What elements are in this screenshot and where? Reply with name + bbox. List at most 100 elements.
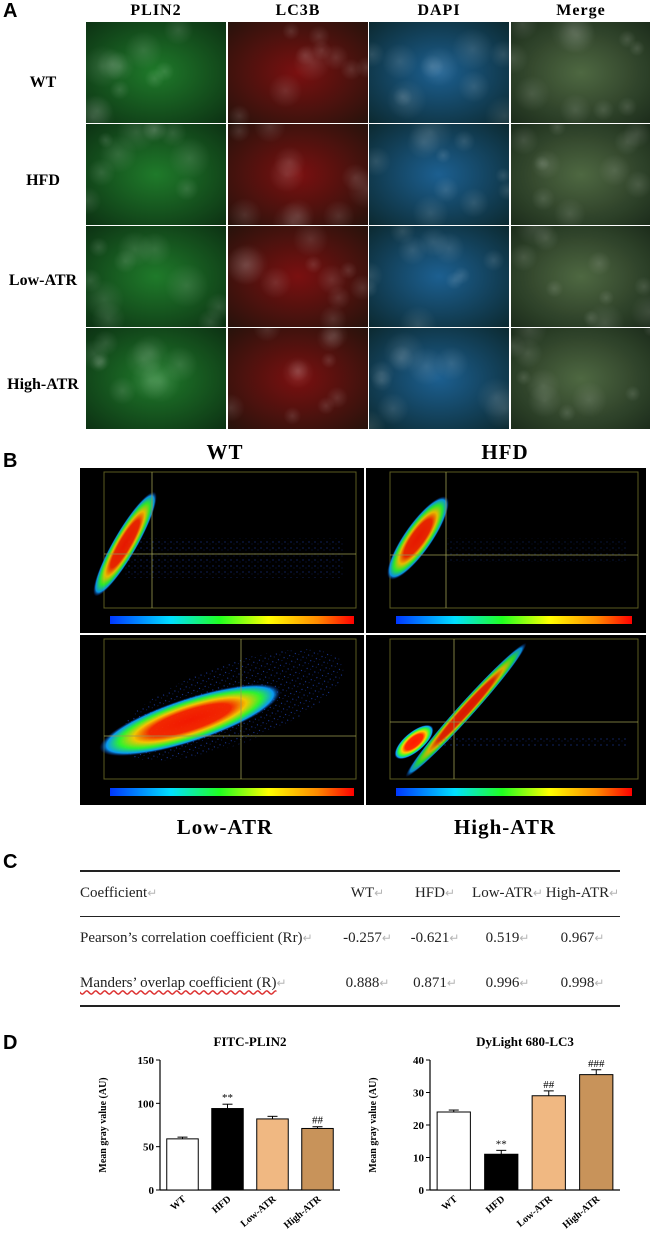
micrograph-wt-plin2: [86, 22, 226, 123]
scatter-panel-wt: [80, 468, 364, 633]
y-tick-label: 40: [413, 1055, 425, 1067]
micrograph-high-atr-dapi: [369, 328, 509, 429]
panel-label-a: A: [3, 0, 18, 22]
return-mark: ↵: [449, 931, 460, 946]
y-axis-label: Mean gray value (AU): [368, 1077, 379, 1172]
x-tick-label: High-ATR: [561, 1193, 603, 1231]
panel-label-c: C: [3, 851, 18, 873]
scatter-title-wt: WT: [206, 440, 244, 464]
x-tick-label: HFD: [210, 1194, 233, 1216]
row-label-manders: Manders’ overlap coefficient (R): [80, 974, 277, 991]
chart-title: DyLight 680-LC3: [476, 1034, 574, 1049]
x-tick-label: High-ATR: [282, 1193, 324, 1231]
y-axis-label: Mean gray value (AU): [98, 1077, 109, 1172]
column-header-lc3b: LC3B: [275, 2, 321, 19]
coefficient-table: Coefficient↵ WT↵ HFD↵ Low-ATR↵ High-ATR↵…: [80, 870, 620, 1007]
row-label-high-atr: High-ATR: [7, 376, 79, 393]
return-mark: ↵: [381, 931, 392, 946]
row-label-low-atr: Low-ATR: [8, 272, 78, 289]
row-label-pearson: Pearson’s correlation coefficient (Rr): [80, 930, 303, 947]
scatter-panel-low-atr: [80, 635, 364, 805]
y-tick-label: 0: [419, 1185, 425, 1197]
y-tick-label: 30: [413, 1088, 425, 1100]
significance-label: ###: [588, 1058, 605, 1070]
chart-title: FITC-PLIN2: [214, 1034, 287, 1049]
bar-chart-fitc-plin2: FITC-PLIN2 Mean gray value (AU) 0 50 100 150 W…: [98, 1034, 340, 1231]
y-tick-label: 150: [138, 1055, 155, 1067]
micrograph-high-atr-lc3b: [228, 328, 368, 429]
bar: [484, 1153, 519, 1191]
y-tick-label: 50: [143, 1142, 155, 1154]
return-mark: ↵: [374, 886, 385, 901]
table-row: Manders’ overlap coefficient (R)↵ 0.888↵…: [80, 961, 620, 1007]
bar: [211, 1108, 244, 1191]
y-tick-label: 10: [413, 1153, 425, 1165]
micrograph-low-atr-lc3b: [228, 226, 368, 327]
bar: [579, 1074, 614, 1191]
x-tick-label: WT: [440, 1194, 460, 1213]
bar: [301, 1127, 334, 1191]
return-mark: ↵: [276, 975, 287, 990]
header-coefficient: Coefficient: [80, 885, 148, 902]
table-row: Pearson’s correlation coefficient (Rr)↵ …: [80, 916, 620, 961]
return-mark: ↵: [594, 931, 605, 946]
table-header-row: Coefficient↵ WT↵ HFD↵ Low-ATR↵ High-ATR↵: [80, 870, 620, 917]
scatter-panel-high-atr: [366, 635, 646, 805]
scatter-panel-hfd: [366, 468, 646, 633]
column-header-dapi: DAPI: [417, 2, 461, 19]
return-mark: ↵: [519, 975, 530, 990]
header-hfd: HFD: [414, 885, 445, 902]
micrograph-high-atr-plin2: [86, 328, 226, 429]
micrograph-wt-dapi: [369, 22, 509, 123]
x-tick-label: WT: [169, 1194, 189, 1213]
significance-label: **: [222, 1092, 233, 1104]
cell-value: 0.888: [345, 974, 380, 991]
x-tick-label: HFD: [484, 1194, 507, 1216]
panel-label-b: B: [3, 450, 18, 472]
scatterplot-high-atr: [389, 638, 639, 796]
significance-label: ##: [543, 1079, 555, 1091]
micrograph-high-atr-merge: [511, 328, 650, 429]
cell-value: 0.519: [485, 930, 520, 947]
header-high-atr: High-ATR: [545, 885, 610, 902]
bar: [166, 1138, 199, 1191]
significance-label: ##: [312, 1115, 324, 1127]
micrograph-hfd-plin2: [86, 124, 226, 225]
micrograph-low-atr-dapi: [369, 226, 509, 327]
micrograph-hfd-dapi: [369, 124, 509, 225]
scatterplot-hfd: [387, 471, 639, 624]
row-label-wt: WT: [29, 74, 57, 91]
micrograph-wt-lc3b: [228, 22, 368, 123]
return-mark: ↵: [519, 931, 530, 946]
cell-value: -0.257: [343, 930, 382, 947]
x-tick-label: Low-ATR: [239, 1193, 279, 1229]
scatterplot-wt: [93, 471, 357, 624]
scatter-title-high-atr: High-ATR: [453, 815, 557, 839]
return-mark: ↵: [444, 886, 456, 901]
bar-chart-dylight-lc3: DyLight 680-LC3 Mean gray value (AU) 0 10 20…: [368, 1034, 620, 1231]
header-low-atr: Low-ATR: [472, 885, 533, 902]
return-mark: ↵: [594, 975, 605, 990]
y-tick-label: 0: [149, 1185, 155, 1197]
cell-value: 0.996: [485, 974, 520, 991]
scatter-title-hfd: HFD: [481, 440, 529, 464]
micrograph-wt-merge: [511, 22, 650, 123]
bar: [531, 1095, 566, 1191]
y-tick-label: 100: [138, 1098, 155, 1110]
bar: [436, 1111, 471, 1191]
return-mark: ↵: [609, 886, 620, 901]
micrograph-hfd-lc3b: [228, 124, 368, 225]
scatterplot-low-atr: [99, 638, 357, 796]
bar: [256, 1118, 289, 1191]
panel-label-d: D: [3, 1032, 18, 1054]
micrograph-low-atr-plin2: [86, 226, 226, 327]
x-tick-label: Low-ATR: [515, 1193, 555, 1229]
return-mark: ↵: [532, 886, 543, 901]
header-wt: WT: [350, 885, 375, 902]
cell-value: 0.998: [560, 974, 595, 991]
micrograph-hfd-merge: [511, 124, 650, 225]
cell-value: 0.967: [560, 930, 595, 947]
column-header-plin2: PLIN2: [130, 2, 182, 19]
micrograph-low-atr-merge: [511, 226, 650, 327]
return-mark: ↵: [147, 886, 158, 901]
